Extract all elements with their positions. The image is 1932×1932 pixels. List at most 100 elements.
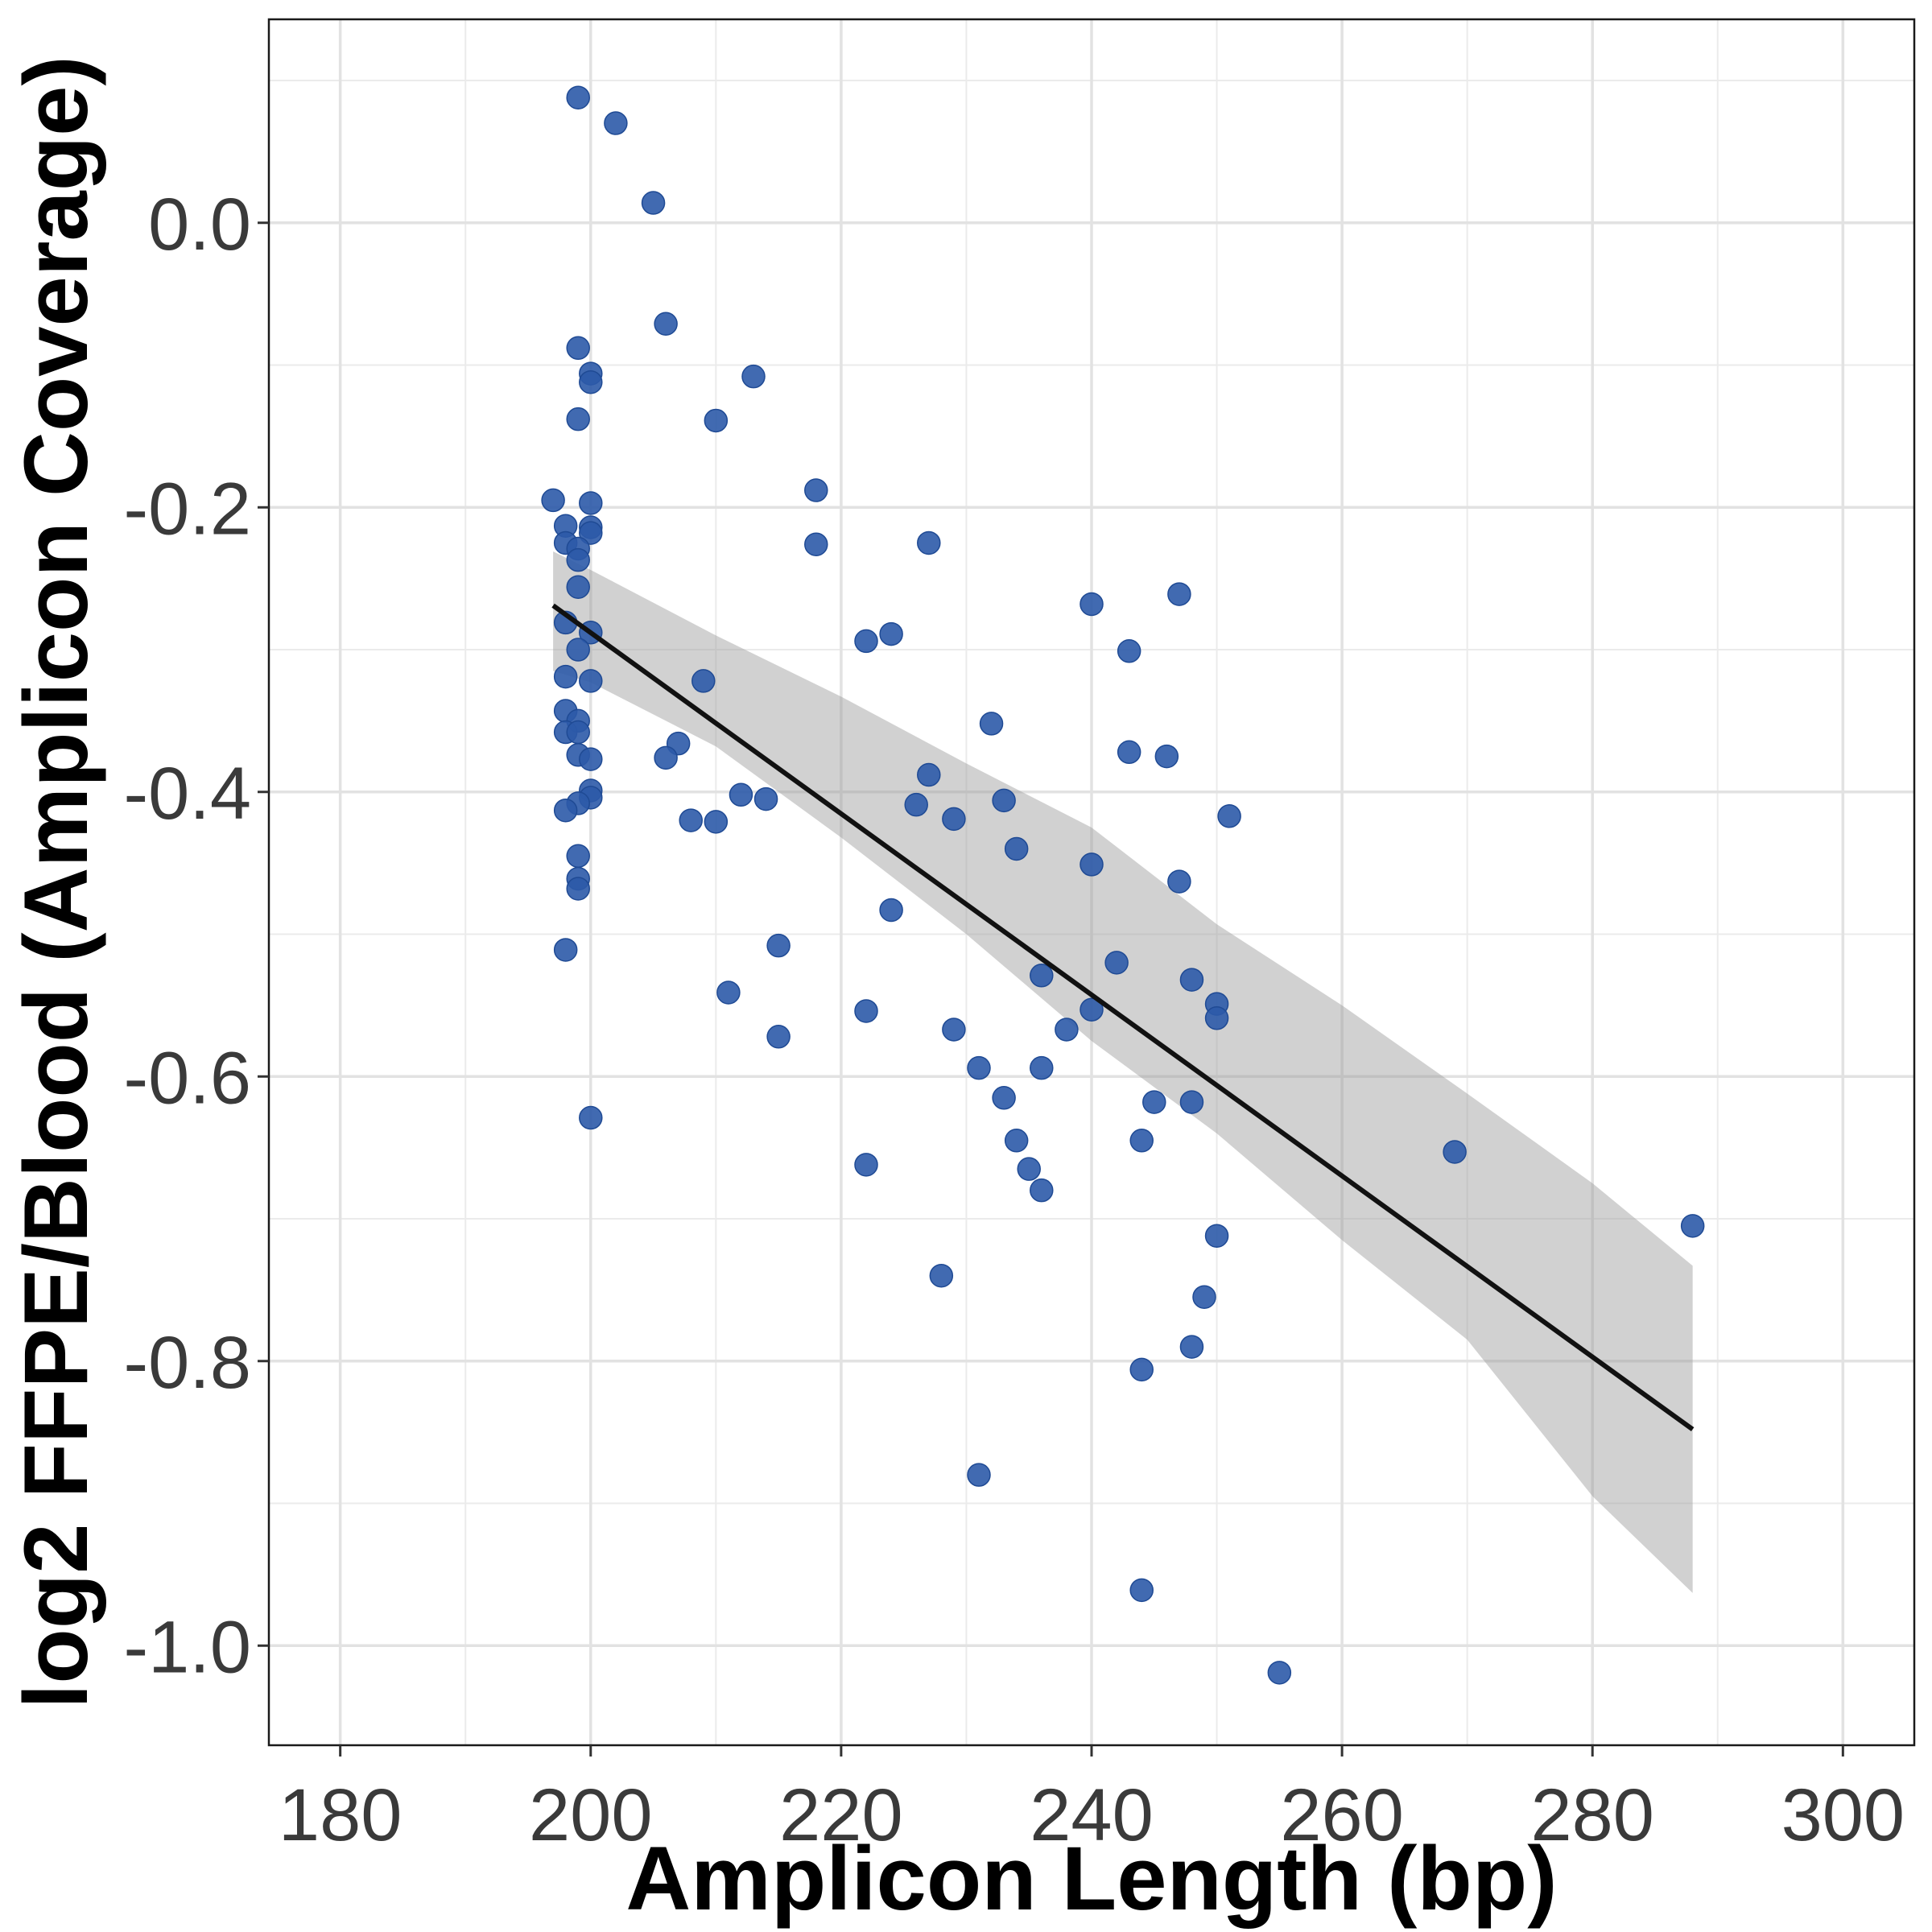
data-point [1267, 1661, 1292, 1685]
data-point [904, 792, 928, 817]
data-point [566, 877, 590, 901]
data-point [1129, 1578, 1154, 1603]
data-point [1004, 836, 1029, 861]
data-point [679, 808, 703, 832]
data-point [942, 807, 966, 832]
data-point [553, 664, 578, 689]
data-point [879, 898, 903, 923]
data-point [1080, 852, 1104, 877]
data-point [1179, 1335, 1204, 1359]
data-point [566, 638, 590, 662]
data-point [716, 980, 741, 1005]
x-tick-label: 260 [1280, 1774, 1404, 1856]
data-point [1443, 1140, 1467, 1164]
regression-line [551, 603, 1695, 1432]
data-point [729, 782, 753, 807]
data-point [566, 407, 590, 431]
data-point [704, 408, 729, 433]
data-point [854, 629, 878, 654]
data-point [641, 191, 666, 215]
data-point [654, 745, 678, 770]
data-point [1030, 1055, 1054, 1080]
data-point [1204, 1224, 1229, 1248]
data-point [1129, 1357, 1154, 1382]
data-point [917, 762, 941, 787]
grid-major [269, 19, 1914, 1745]
data-point [992, 788, 1016, 813]
data-point [1055, 1018, 1079, 1042]
y-tick-label: -1.0 [123, 1606, 251, 1688]
data-point [579, 369, 603, 394]
data-point [1179, 968, 1204, 992]
x-tick-label: 300 [1781, 1774, 1905, 1856]
data-point [753, 786, 778, 811]
y-tick-label: -0.6 [123, 1037, 251, 1119]
y-tick-label: 0.0 [148, 184, 251, 266]
data-point [1030, 1178, 1054, 1203]
data-point [929, 1263, 954, 1288]
data-point [579, 1105, 603, 1130]
data-point [1004, 1129, 1029, 1153]
data-point [553, 798, 578, 823]
data-point [566, 575, 590, 599]
data-point [579, 491, 603, 515]
data-point [992, 1086, 1016, 1110]
data-point [579, 747, 603, 771]
data-point [1154, 744, 1179, 769]
data-point [579, 521, 603, 545]
y-tick-label: -0.4 [123, 753, 251, 835]
data-point [1117, 740, 1141, 765]
data-point [704, 810, 729, 834]
data-points [541, 85, 1705, 1685]
data-point [1167, 582, 1191, 606]
data-point [879, 621, 903, 646]
data-point [1167, 869, 1191, 894]
x-tick-label: 280 [1530, 1774, 1654, 1856]
data-point [1030, 964, 1054, 988]
data-point [967, 1055, 991, 1080]
data-point [766, 933, 791, 958]
data-point [1179, 1090, 1204, 1114]
data-point [1017, 1157, 1041, 1181]
data-point [979, 712, 1004, 736]
data-point [1680, 1214, 1705, 1238]
data-point [553, 938, 578, 962]
data-point [804, 478, 828, 502]
data-point [1142, 1090, 1166, 1114]
data-point [654, 312, 678, 336]
data-point [766, 1025, 791, 1049]
data-point [1217, 804, 1241, 828]
data-point [566, 720, 590, 745]
data-point [917, 530, 941, 555]
data-point [566, 844, 590, 869]
y-tick-label: -0.8 [123, 1322, 251, 1404]
x-tick-label: 180 [279, 1774, 402, 1856]
data-point [541, 488, 565, 513]
y-tick-label: -0.2 [123, 468, 251, 550]
data-point [967, 1463, 991, 1487]
x-tick-label: 200 [529, 1774, 653, 1856]
x-tick-label: 220 [779, 1774, 903, 1856]
data-point [741, 364, 766, 389]
data-point [854, 1153, 878, 1177]
data-point [1104, 951, 1129, 975]
x-axis-ticks: 180 200 220 240 260 280 300 [279, 1745, 1905, 1856]
data-point [691, 669, 716, 693]
x-tick-label: 240 [1030, 1774, 1154, 1856]
y-axis-ticks: 0.0 -0.2 -0.4 -0.6 -0.8 -1.0 [123, 184, 269, 1688]
data-point [804, 532, 828, 556]
data-point [942, 1018, 966, 1042]
data-point [1192, 1285, 1216, 1309]
data-point [566, 336, 590, 361]
data-point [566, 85, 590, 109]
data-point [604, 111, 628, 135]
data-point [854, 999, 878, 1023]
data-point [579, 669, 603, 693]
data-point [1080, 592, 1104, 617]
y-axis-title: log2 FFPE/Blood (Amplicon Coverage) [6, 56, 106, 1708]
x-axis-title: Amplicon Length (bp) [625, 1828, 1557, 1929]
data-point [566, 547, 590, 572]
data-point [1080, 997, 1104, 1022]
data-point [1117, 639, 1141, 663]
